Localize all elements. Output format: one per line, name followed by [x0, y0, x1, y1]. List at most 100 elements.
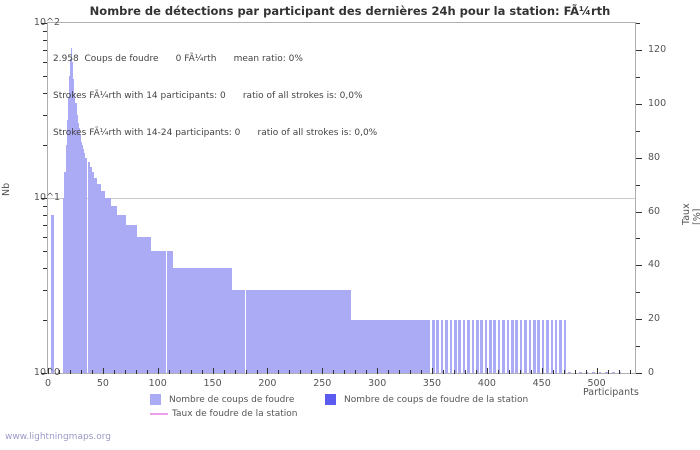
bar: [77, 122, 79, 373]
bar: [559, 320, 562, 373]
bar: [475, 320, 479, 373]
x-tick: 450: [532, 378, 551, 389]
bar: [298, 289, 300, 373]
y-axis-right-label: Taux [%]: [681, 203, 700, 225]
bar: [294, 289, 296, 373]
bar: [250, 289, 253, 373]
tick-mark-minor: [497, 370, 499, 374]
bar: [331, 289, 333, 373]
bar: [119, 214, 121, 373]
bar: [541, 320, 545, 373]
bar: [489, 320, 492, 373]
bar: [493, 320, 497, 373]
bar: [82, 145, 84, 373]
page-title: Nombre de détections par participant des…: [89, 4, 611, 18]
x-axis-label: Participants: [583, 387, 639, 398]
bar: [394, 320, 397, 373]
bar: [306, 289, 309, 373]
bar: [169, 250, 171, 373]
legend-item-0[interactable]: Nombre de coups de foudre: [150, 394, 294, 405]
bar: [76, 114, 78, 373]
bar: [207, 267, 209, 373]
tick-mark-minor: [399, 370, 401, 374]
y-tick-left: 10^0: [34, 367, 60, 378]
bar: [153, 250, 155, 373]
bar: [241, 289, 243, 373]
bar: [344, 289, 347, 373]
bar: [136, 236, 138, 373]
tick-mark-minor: [530, 370, 532, 374]
tick-mark-minor: [135, 370, 137, 374]
bar: [94, 178, 96, 373]
bar: [148, 236, 151, 373]
bar: [146, 236, 148, 373]
bar: [87, 162, 89, 373]
bar: [432, 320, 435, 373]
bar: [368, 320, 371, 373]
bar: [113, 206, 115, 373]
bar: [187, 267, 189, 373]
tick-mark-minor: [201, 370, 203, 374]
bar: [78, 128, 80, 373]
bar: [124, 214, 126, 373]
bar: [222, 267, 224, 373]
bar: [255, 289, 257, 373]
bar: [95, 178, 97, 373]
tick-mark-minor: [618, 370, 620, 374]
bar: [317, 289, 319, 373]
bar: [107, 198, 109, 373]
bar: [280, 289, 282, 373]
bar: [506, 320, 510, 373]
bar: [125, 225, 127, 373]
bar: [295, 289, 298, 373]
tick-mark-minor: [113, 370, 115, 374]
bar: [299, 289, 301, 373]
bar: [165, 250, 167, 373]
legend-item-1[interactable]: Nombre de coups de foudre de la station: [325, 394, 528, 405]
x-tick: 0: [44, 378, 52, 389]
bar: [421, 320, 424, 373]
bar: [69, 59, 72, 373]
tick-mark-minor: [464, 370, 466, 374]
bar: [377, 320, 380, 373]
bar: [332, 289, 334, 373]
bar: [151, 250, 153, 373]
bar: [63, 198, 65, 373]
bar: [320, 289, 322, 373]
tick-mark-minor: [80, 370, 82, 374]
legend-item-2[interactable]: Taux de foudre de la station: [150, 409, 297, 419]
bar: [268, 289, 270, 373]
bar: [100, 190, 102, 373]
bar: [90, 167, 92, 373]
legend-label-0: Nombre de coups de foudre: [169, 394, 295, 405]
bar: [161, 250, 163, 373]
plot-area: [47, 22, 636, 374]
y-axis-left-label: Nb: [1, 182, 12, 196]
bar: [259, 289, 261, 373]
bar: [248, 289, 250, 373]
bar: [363, 320, 367, 373]
tick-mark: [486, 368, 488, 374]
bar: [164, 250, 166, 373]
bar: [515, 320, 518, 373]
bar: [218, 267, 220, 373]
bar: [297, 289, 299, 373]
bar: [410, 320, 413, 373]
bar: [235, 289, 237, 373]
bar: [252, 289, 254, 373]
bar: [166, 250, 168, 373]
bar: [88, 162, 90, 373]
bar: [412, 320, 415, 373]
bar: [231, 267, 233, 373]
bar: [357, 320, 360, 373]
bar: [282, 289, 284, 373]
bar: [106, 198, 108, 373]
bar: [219, 267, 221, 373]
bar: [266, 289, 268, 373]
bar: [359, 320, 362, 373]
bar: [133, 225, 135, 373]
bar: [135, 225, 137, 373]
bar: [230, 267, 232, 373]
bar: [147, 236, 149, 373]
bar: [242, 289, 244, 373]
